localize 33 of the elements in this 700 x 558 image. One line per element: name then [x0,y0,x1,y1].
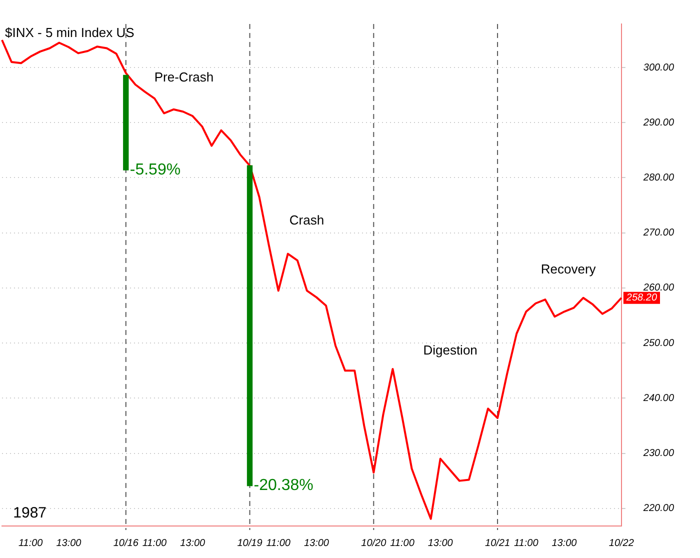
y-tick-label: 230.00 [642,448,674,460]
x-tick-label: 13:00 [304,538,330,549]
y-tick-label: 260.00 [642,282,674,294]
x-tick-label: 13:00 [552,538,578,549]
x-tick-label: 11:00 [390,538,415,549]
y-tick-label: 220.00 [642,503,674,514]
x-tick-label: 10/19 [237,538,263,549]
annotation: 1987 [13,504,47,522]
x-tick-label: 13:00 [180,538,206,549]
annotation: -5.59% [130,161,181,178]
x-tick-label: 11:00 [514,538,539,549]
x-tick-label: 10/20 [361,538,387,549]
annotation: Digestion [423,342,478,358]
y-tick-label: 240.00 [642,392,674,404]
y-tick-label: 280.00 [642,172,674,184]
y-tick-label: 300.00 [643,62,674,74]
annotation: Pre-Crash [154,69,214,84]
y-tick-label: 250.00 [642,338,674,349]
x-tick-label: 11:00 [266,538,291,549]
x-tick-label: 13:00 [56,538,82,549]
x-tick-label: 10/22 [608,538,634,549]
annotation: Crash [289,212,324,228]
x-tick-label: 13:00 [428,538,454,549]
chart-title: $INX - 5 min Index US [5,25,135,40]
annotation: -20.38% [254,477,314,494]
x-tick-label: 11:00 [18,538,44,549]
y-tick-label: 270.00 [642,228,674,239]
x-tick-label: 10/21 [485,538,510,549]
annotation: Recovery [540,262,596,277]
text: 258.20 [625,292,658,304]
x-tick-label: 11:00 [142,538,168,549]
x-tick-label: 10/16 [113,538,139,549]
y-tick-label: 290.00 [642,117,674,128]
